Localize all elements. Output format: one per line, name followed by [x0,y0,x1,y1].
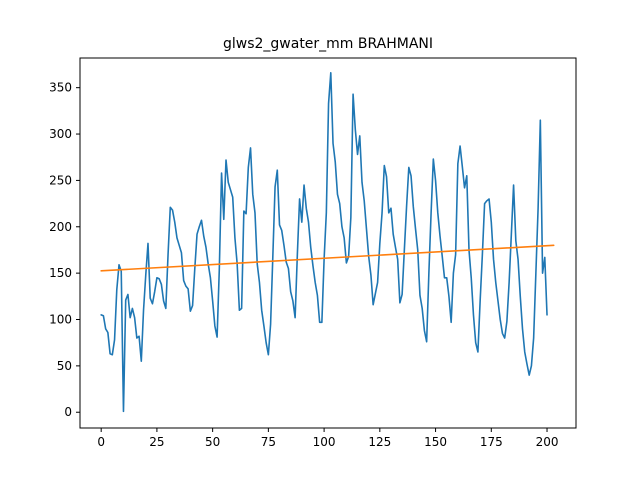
y-tick-label: 350 [49,81,72,95]
series-line [100,72,548,413]
y-tick-label: 250 [49,173,72,187]
y-tick-label: 150 [49,266,72,280]
plot-frame [79,57,577,429]
ticks-layer: 0 25 50 75 100 125 150 175 200 0 50 100 150 200 250 300… [49,81,558,449]
plot-layer [100,72,555,413]
x-tick-label: 175 [480,435,503,449]
trend-line [100,244,555,272]
y-tick-label: 200 [49,220,72,234]
chart-title: glws2_gwater_mm BRAHMANI [223,36,433,52]
x-tick-label: 100 [313,435,336,449]
x-tick-label: 125 [368,435,391,449]
y-tick-label: 100 [49,313,72,327]
y-tick-label: 300 [49,127,72,141]
y-tick-label: 50 [57,359,72,373]
x-tick-label: 25 [149,435,164,449]
x-tick-label: 50 [205,435,220,449]
x-tick-label: 200 [536,435,559,449]
y-tick-label: 0 [64,405,72,419]
x-tick-label: 0 [97,435,105,449]
x-tick-label: 150 [424,435,447,449]
x-tick-label: 75 [261,435,276,449]
